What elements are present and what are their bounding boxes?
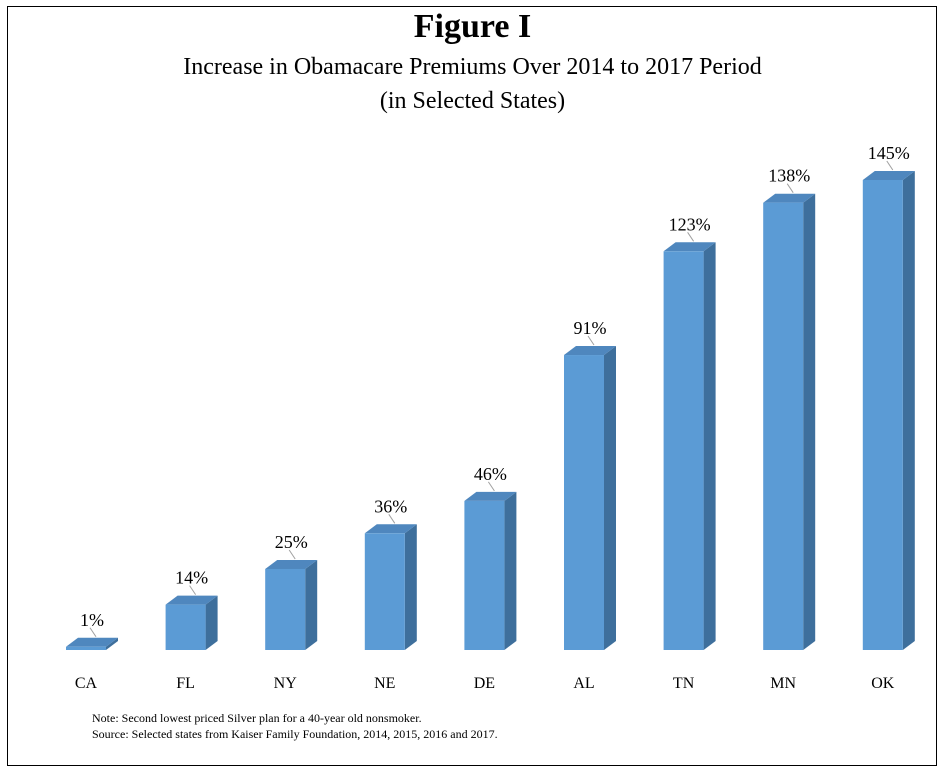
bar-top-tn bbox=[663, 242, 716, 252]
x-tick-label-ny: NY bbox=[274, 675, 298, 692]
x-tick-label-mn: MN bbox=[770, 675, 796, 692]
x-tick-label-de: DE bbox=[474, 675, 495, 692]
chart-title: Increase in Obamacare Premiums Over 2014… bbox=[183, 54, 762, 80]
data-label-de: 46% bbox=[474, 464, 507, 484]
bar-top-ne bbox=[364, 524, 417, 534]
bar-top-ok bbox=[862, 171, 915, 180]
data-label-leader-ny bbox=[288, 549, 296, 560]
chart-note: Note: Second lowest priced Silver plan f… bbox=[92, 711, 422, 725]
data-label-tn: 123% bbox=[669, 214, 711, 234]
data-label-leader-ne bbox=[388, 514, 396, 524]
data-label-leader-fl bbox=[189, 585, 197, 595]
data-label-leader-ok bbox=[886, 160, 894, 171]
x-tick-label-fl: FL bbox=[176, 675, 195, 692]
bar-de bbox=[464, 500, 505, 650]
bar-fl bbox=[165, 604, 206, 650]
data-label-ca: 1% bbox=[80, 610, 104, 630]
bar-side-al bbox=[604, 346, 616, 650]
bar-side-ca bbox=[106, 637, 118, 650]
x-tick-label-ne: NE bbox=[374, 675, 395, 692]
data-label-ny: 25% bbox=[275, 532, 308, 552]
data-label-al: 91% bbox=[574, 318, 607, 338]
bar-top-ny bbox=[265, 559, 318, 569]
data-label-leader-ca bbox=[89, 627, 97, 638]
bar-chart: 1% CA 14% FL 25% NY 36% NE 46% DE 91% AL 123% TN 138% M… bbox=[66, 143, 915, 692]
data-label-ne: 36% bbox=[374, 496, 407, 516]
x-tick-label-tn: TN bbox=[673, 675, 695, 692]
bar-top-ca bbox=[66, 637, 118, 647]
figure-label: Figure I bbox=[413, 8, 532, 45]
bar-ny bbox=[265, 568, 306, 650]
bar-ca bbox=[66, 646, 106, 650]
bar-top-fl bbox=[165, 595, 218, 605]
x-tick-label-ok: OK bbox=[871, 675, 895, 692]
bar-top-al bbox=[564, 346, 616, 356]
data-label-ok: 145% bbox=[868, 143, 910, 163]
chart-source: Source: Selected states from Kaiser Fami… bbox=[92, 727, 498, 741]
bar-side-ny bbox=[305, 559, 318, 650]
data-label-leader-de bbox=[487, 481, 495, 492]
data-label-leader-tn bbox=[687, 232, 695, 242]
chart-subtitle: (in Selected States) bbox=[379, 88, 566, 114]
bar-top-mn bbox=[763, 193, 816, 203]
bar-top-de bbox=[464, 491, 517, 501]
bar-side-ok bbox=[902, 171, 915, 650]
data-label-leader-mn bbox=[786, 183, 794, 193]
bar-side-fl bbox=[205, 595, 218, 650]
bar-ne bbox=[364, 533, 405, 650]
data-label-fl: 14% bbox=[175, 568, 208, 588]
bar-side-ne bbox=[404, 524, 417, 650]
data-label-mn: 138% bbox=[768, 166, 810, 186]
bar-side-de bbox=[504, 491, 517, 650]
x-tick-label-ca: CA bbox=[75, 675, 98, 692]
bar-ok bbox=[862, 180, 903, 650]
data-label-leader-al bbox=[587, 335, 595, 346]
bar-side-tn bbox=[703, 242, 716, 650]
bar-tn bbox=[663, 251, 704, 650]
bar-al bbox=[564, 355, 604, 650]
x-tick-label-al: AL bbox=[573, 675, 594, 692]
bar-mn bbox=[763, 202, 804, 651]
bar-side-mn bbox=[803, 193, 816, 651]
